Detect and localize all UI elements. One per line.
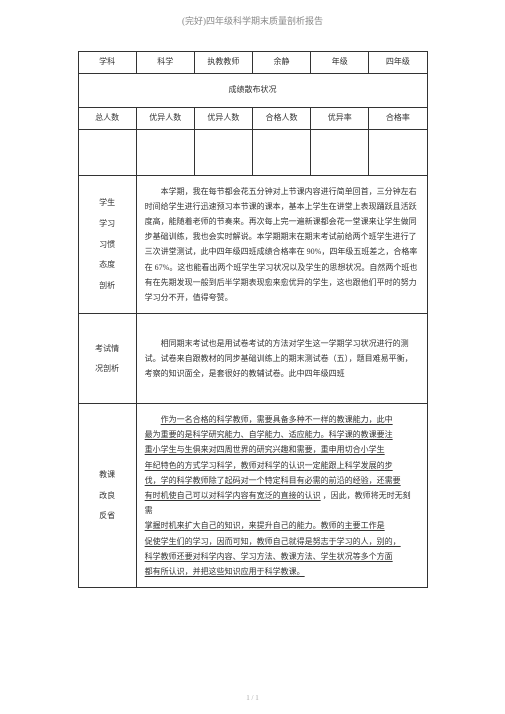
s3b5: 有时机使自己可以对科学内容有宽泛的直接的认识 xyxy=(145,491,321,500)
section3-body: 作为一名合格的科学教师，需要具备多种不一样的教课能力，此中 最为重要的是科学研究… xyxy=(136,404,427,588)
cell-grade-label: 年级 xyxy=(311,52,369,74)
stats-e5 xyxy=(311,129,369,175)
s1l5: 剖析 xyxy=(81,277,134,295)
section1-row: 学生 学习 习惯 态度 剖析 本学期，我在每节都会花五分钟对上节课内容进行简单回… xyxy=(78,175,427,314)
stats-e6 xyxy=(369,129,427,175)
s3l1: 教课 xyxy=(81,466,134,484)
stats-h1: 总人数 xyxy=(78,107,136,129)
stats-h2: 优异人数 xyxy=(136,107,194,129)
stats-h6: 合格率 xyxy=(369,107,427,129)
s3l2: 改良 xyxy=(81,487,134,505)
stats-e4 xyxy=(252,129,310,175)
stats-empty-row xyxy=(78,129,427,175)
stats-h5: 优异率 xyxy=(311,107,369,129)
s3b8: 促使学生们的学习，因而可知，教师自己就得是努志于学习的人，别的， xyxy=(145,537,401,546)
stats-h4: 合格人数 xyxy=(252,107,310,129)
header-row: 学科 科学 执教教师 余静 年级 四年级 xyxy=(78,52,427,74)
s3b7: 掌握时机来扩大自己的知识，来提升自己的能力。教师的主要工作是 xyxy=(145,521,385,530)
s3b10: 都有所认识，并把这些知识应用于科学教课。 xyxy=(145,567,305,576)
s3b1: 最为重要的是科学研究能力、自学能力、适应能力。科学课的教课要注 xyxy=(145,430,393,439)
s1l3: 习惯 xyxy=(81,236,134,254)
s3b2: 重小学生与生俱来对四周世界的研究兴趣和需要，重申用切合小学生 xyxy=(145,445,385,454)
section2-label: 考试情 况剖析 xyxy=(78,314,136,404)
stats-header-row: 总人数 优异人数 优异人数 合格人数 优异率 合格率 xyxy=(78,107,427,129)
cell-grade-value: 四年级 xyxy=(369,52,427,74)
section1-body-p: 本学期，我在每节都会花五分钟对上节课内容进行简单回首，三分钟左右时间给学生进行迅… xyxy=(145,184,419,306)
main-table: 学科 科学 执教教师 余静 年级 四年级 成绩散布状况 总人数 优异人数 优异人… xyxy=(78,51,428,588)
dist-title-row: 成绩散布状况 xyxy=(78,73,427,107)
dist-title-cell: 成绩散布状况 xyxy=(78,73,427,107)
section3-row: 教课 改良 反省 作为一名合格的科学教师，需要具备多种不一样的教课能力，此中 最… xyxy=(78,404,427,588)
cell-subject-label: 学科 xyxy=(78,52,136,74)
s1l1: 学生 xyxy=(81,194,134,212)
s3l3: 反省 xyxy=(81,507,134,525)
stats-e1 xyxy=(78,129,136,175)
s1l2: 学习 xyxy=(81,215,134,233)
cell-subject-value: 科学 xyxy=(136,52,194,74)
stats-e2 xyxy=(136,129,194,175)
page-title: (完好)四年级科学期末质量剖析报告 xyxy=(0,0,505,51)
page-footer: 1 / 1 xyxy=(0,694,505,702)
cell-teacher-label: 执教教师 xyxy=(194,52,252,74)
s3b0: 作为一名合格的科学教师，需要具备多种不一样的教课能力，此中 xyxy=(161,415,393,424)
section2-body: 相同期末考试也是用试卷考试的方法对学生这一学期学习状况进行的测试。试卷来自跟教材… xyxy=(136,314,427,404)
s3b3: 年纪特色的方式学习科学，教师对科学的认识一定能跟上科学发展的步 xyxy=(145,461,393,470)
s1l4: 态度 xyxy=(81,256,134,274)
s2l1: 考试情 xyxy=(81,340,134,358)
s3b9: 科学教师还要对科学内容、学习方法、教课方法、学生状况等多个方面 xyxy=(145,552,393,561)
stats-e3 xyxy=(194,129,252,175)
section3-label: 教课 改良 反省 xyxy=(78,404,136,588)
s2l2: 况剖析 xyxy=(81,360,134,378)
section1-body: 本学期，我在每节都会花五分钟对上节课内容进行简单回首，三分钟左右时间给学生进行迅… xyxy=(136,175,427,314)
stats-h3: 优异人数 xyxy=(194,107,252,129)
s3b4: 伐，学的科学教师除了起码对一个特定科目有必需的前沿的经验，还需要 xyxy=(145,476,401,485)
section2-row: 考试情 况剖析 相同期末考试也是用试卷考试的方法对学生这一学期学习状况进行的测试… xyxy=(78,314,427,404)
section1-label: 学生 学习 习惯 态度 剖析 xyxy=(78,175,136,314)
cell-teacher-value: 余静 xyxy=(252,52,310,74)
section2-body-p: 相同期末考试也是用试卷考试的方法对学生这一学期学习状况进行的测试。试卷来自跟教材… xyxy=(145,336,419,382)
